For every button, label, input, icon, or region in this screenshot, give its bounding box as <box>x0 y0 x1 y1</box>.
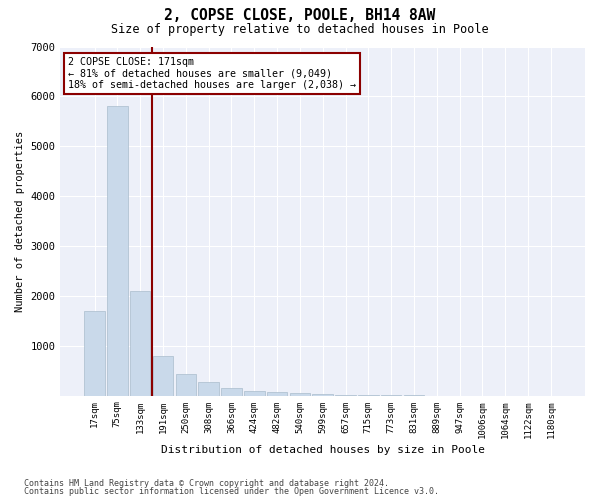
Y-axis label: Number of detached properties: Number of detached properties <box>15 130 25 312</box>
Bar <box>290 393 310 396</box>
X-axis label: Distribution of detached houses by size in Poole: Distribution of detached houses by size … <box>161 445 485 455</box>
Bar <box>199 382 219 396</box>
Bar <box>107 106 128 396</box>
Bar <box>153 356 173 396</box>
Text: 2 COPSE CLOSE: 171sqm
← 81% of detached houses are smaller (9,049)
18% of semi-d: 2 COPSE CLOSE: 171sqm ← 81% of detached … <box>68 57 356 90</box>
Bar <box>335 395 356 396</box>
Bar <box>84 311 105 396</box>
Text: Contains public sector information licensed under the Open Government Licence v3: Contains public sector information licen… <box>24 487 439 496</box>
Bar <box>313 394 333 396</box>
Bar <box>130 291 151 396</box>
Bar <box>176 374 196 396</box>
Text: 2, COPSE CLOSE, POOLE, BH14 8AW: 2, COPSE CLOSE, POOLE, BH14 8AW <box>164 8 436 22</box>
Bar <box>244 390 265 396</box>
Bar <box>221 388 242 396</box>
Text: Contains HM Land Registry data © Crown copyright and database right 2024.: Contains HM Land Registry data © Crown c… <box>24 478 389 488</box>
Bar <box>267 392 287 396</box>
Text: Size of property relative to detached houses in Poole: Size of property relative to detached ho… <box>111 22 489 36</box>
